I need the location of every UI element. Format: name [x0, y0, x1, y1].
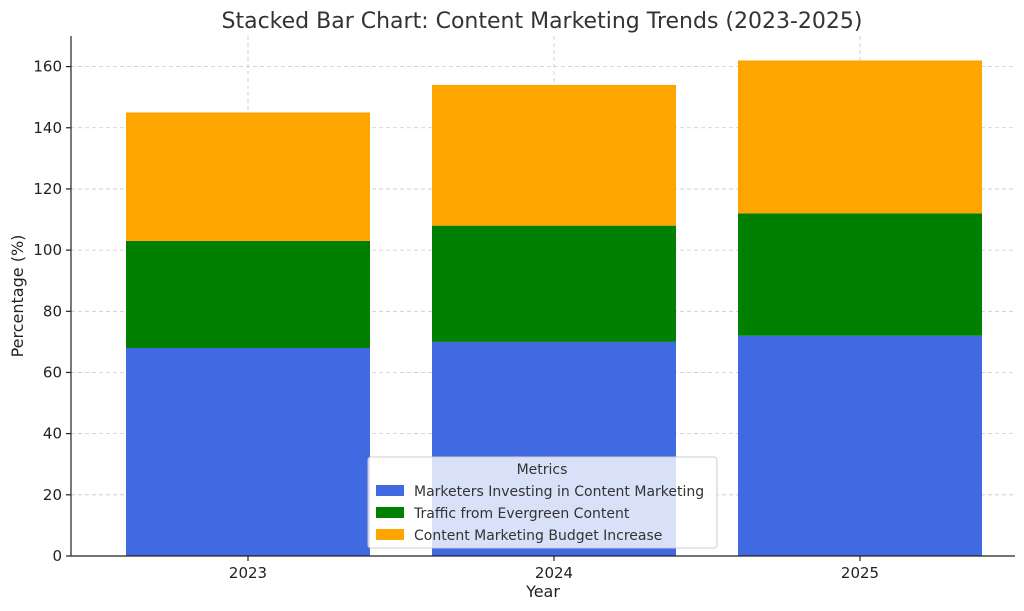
y-tick-label: 100	[33, 241, 62, 259]
legend-label-2: Traffic from Evergreen Content	[413, 506, 630, 522]
axes	[70, 36, 1015, 557]
bar-2025-series-1	[738, 335, 982, 556]
x-tick-label-2024: 2024	[535, 564, 573, 582]
legend-label-1: Marketers Investing in Content Marketing	[414, 484, 704, 500]
x-ticks: 2023 2024 2025	[229, 556, 879, 582]
y-tick-label: 20	[43, 486, 62, 504]
y-ticks: 0 20 40 60 80 100 120 140 160	[33, 58, 71, 565]
y-tick-label: 160	[33, 58, 62, 76]
y-tick-label: 140	[33, 119, 62, 137]
bar-2024-series-2	[432, 225, 676, 342]
legend-box	[367, 456, 718, 549]
x-tick-label-2023: 2023	[229, 564, 267, 582]
legend: Metrics Marketers Investing in Content M…	[367, 456, 718, 549]
chart-title: Stacked Bar Chart: Content Marketing Tre…	[222, 9, 863, 34]
y-axis-label: Percentage (%)	[8, 235, 27, 358]
bar-2024-series-3	[432, 84, 676, 226]
y-tick-label: 40	[43, 425, 62, 443]
bar-2023-series-3	[126, 112, 370, 241]
x-axis-label: Year	[525, 582, 560, 601]
bar-2023-series-1	[126, 348, 370, 556]
legend-label-3: Content Marketing Budget Increase	[414, 528, 662, 544]
y-tick-label: 60	[43, 363, 62, 381]
y-tick-label: 120	[33, 180, 62, 198]
legend-swatch-1	[376, 485, 404, 496]
bar-2025-series-3	[738, 60, 982, 214]
legend-swatch-2	[376, 507, 404, 518]
x-tick-label-2025: 2025	[841, 564, 879, 582]
bar-2023-series-2	[126, 240, 370, 348]
bar-2025-series-2	[738, 213, 982, 336]
legend-swatch-3	[376, 529, 404, 540]
legend-title: Metrics	[517, 462, 568, 478]
y-tick-label: 0	[52, 547, 62, 565]
y-tick-label: 80	[43, 302, 62, 320]
legend-entries: Marketers Investing in Content Marketing…	[376, 484, 704, 544]
